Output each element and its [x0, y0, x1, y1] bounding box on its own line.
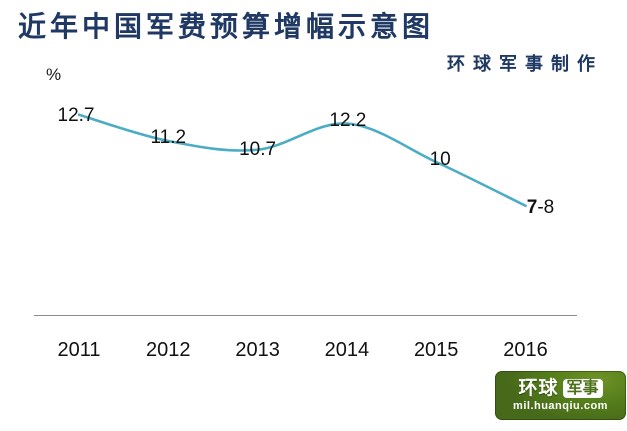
value-label: 11.2 [150, 127, 187, 148]
x-axis-tick-label: 2015 [413, 339, 459, 361]
x-axis-tick-label: 2011 [57, 339, 101, 361]
x-axis-line [34, 315, 577, 316]
value-label: 10 [429, 149, 451, 170]
value-label: 12.7 [57, 104, 95, 126]
value-label: 12.2 [329, 109, 367, 131]
logo-brand-text: 环球 [518, 377, 559, 399]
chart-title: 近年中国军费预算增幅示意图 [18, 11, 435, 42]
logo-domain-text: mil.huanqiu.com [513, 399, 608, 412]
value-label: 7-8 [526, 196, 555, 218]
logo-brand-row: 环球 军事 [518, 377, 603, 399]
huanqiu-military-logo: 环球 军事 mil.huanqiu.com [495, 371, 626, 420]
y-axis-unit-label: % [46, 65, 62, 84]
x-axis-tick-label: 2016 [503, 339, 548, 361]
x-axis-tick-label: 2013 [235, 339, 280, 361]
value-label: 10.7 [239, 138, 277, 160]
x-axis-tick-label: 2014 [324, 339, 370, 361]
credit-text: 环球军事制作 [447, 54, 603, 74]
data-line [77, 113, 527, 208]
logo-brand-badge: 军事 [562, 379, 603, 398]
x-axis-tick-label: 2012 [146, 339, 191, 361]
